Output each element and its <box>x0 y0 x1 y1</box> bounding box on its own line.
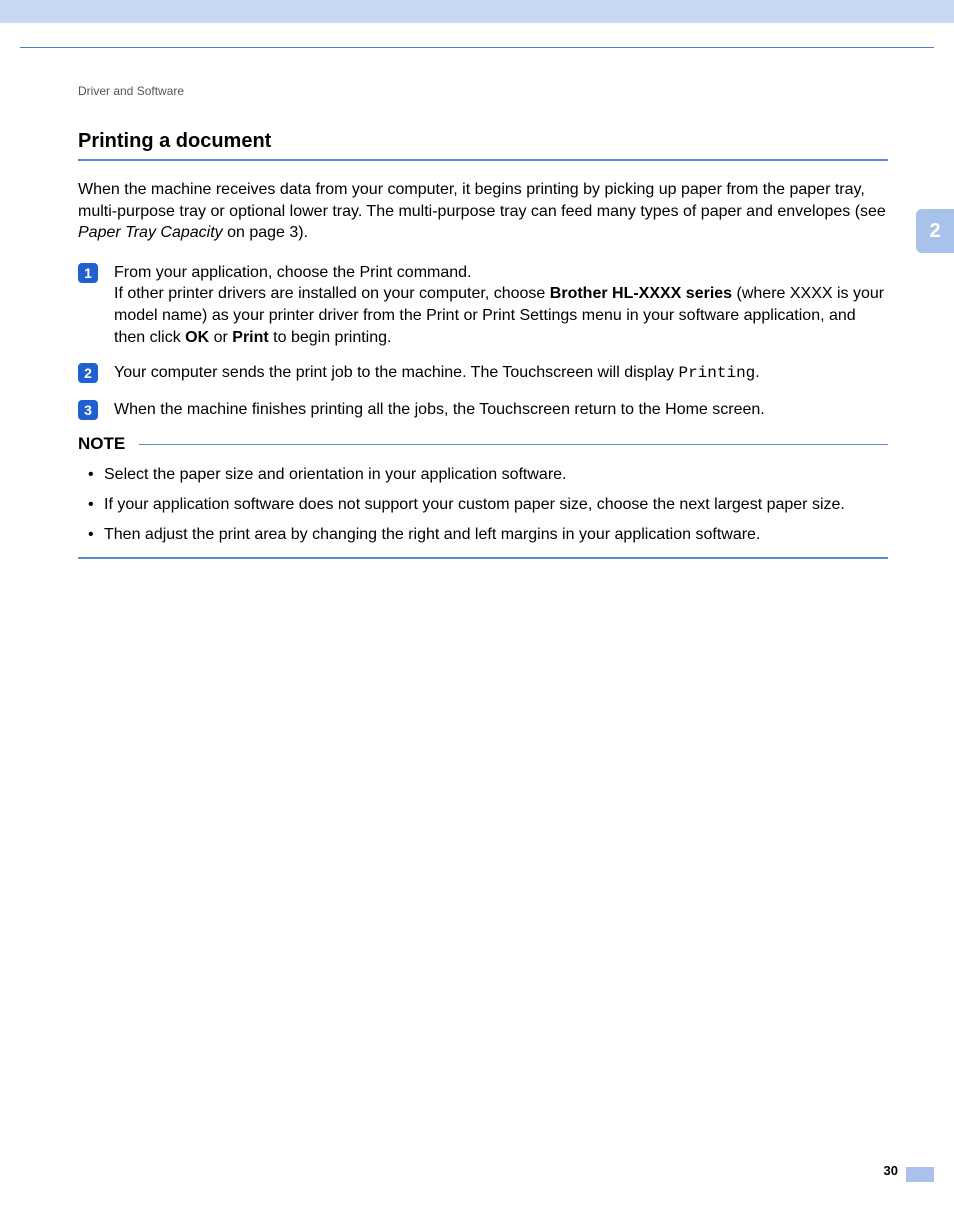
intro-text-2: on page 3). <box>223 224 308 241</box>
step-1-text: From your application, choose the Print … <box>114 262 888 348</box>
intro-italic-ref: Paper Tray Capacity <box>78 224 223 241</box>
step-1-bold2: OK <box>185 329 209 346</box>
step-1: 1 From your application, choose the Prin… <box>78 262 888 348</box>
header-accent-bar <box>0 0 954 23</box>
intro-text-1: When the machine receives data from your… <box>78 181 886 220</box>
step-1-line2c: or <box>209 329 232 346</box>
step-1-line2a: If other printer drivers are installed o… <box>114 285 550 302</box>
page-number: 30 <box>884 1163 898 1178</box>
step-badge-3: 3 <box>78 400 98 420</box>
step-2-texta: Your computer sends the print job to the… <box>114 364 678 381</box>
step-1-bold3: Print <box>232 329 268 346</box>
step-1-line1: From your application, choose the Print … <box>114 264 472 281</box>
note-item-3: Then adjust the print area by changing t… <box>88 524 888 546</box>
step-1-bold1: Brother HL-XXXX series <box>550 285 732 302</box>
main-content: Printing a document When the machine rec… <box>78 130 888 559</box>
intro-paragraph: When the machine receives data from your… <box>78 179 888 244</box>
note-header: NOTE <box>78 434 888 454</box>
section-title: Printing a document <box>78 130 888 153</box>
step-1-line2d: to begin printing. <box>269 329 392 346</box>
footer-accent <box>906 1167 934 1182</box>
note-bottom-rule <box>78 557 888 559</box>
steps-list: 1 From your application, choose the Prin… <box>78 262 888 421</box>
step-2-mono: Printing <box>678 364 755 382</box>
note-list: Select the paper size and orientation in… <box>78 464 888 545</box>
note-item-2: If your application software does not su… <box>88 494 888 516</box>
chapter-number: 2 <box>929 220 940 243</box>
step-2-text: Your computer sends the print job to the… <box>114 362 888 385</box>
note-title: NOTE <box>78 434 125 454</box>
step-3-text: When the machine finishes printing all t… <box>114 399 888 421</box>
note-header-rule <box>139 444 888 446</box>
step-2: 2 Your computer sends the print job to t… <box>78 362 888 385</box>
header-rule <box>20 47 934 48</box>
step-badge-1: 1 <box>78 263 98 283</box>
step-badge-2: 2 <box>78 363 98 383</box>
section-title-rule <box>78 159 888 161</box>
breadcrumb: Driver and Software <box>78 84 184 98</box>
note-item-1: Select the paper size and orientation in… <box>88 464 888 486</box>
chapter-tab: 2 <box>916 209 954 253</box>
step-2-textb: . <box>755 364 759 381</box>
step-3: 3 When the machine finishes printing all… <box>78 399 888 421</box>
